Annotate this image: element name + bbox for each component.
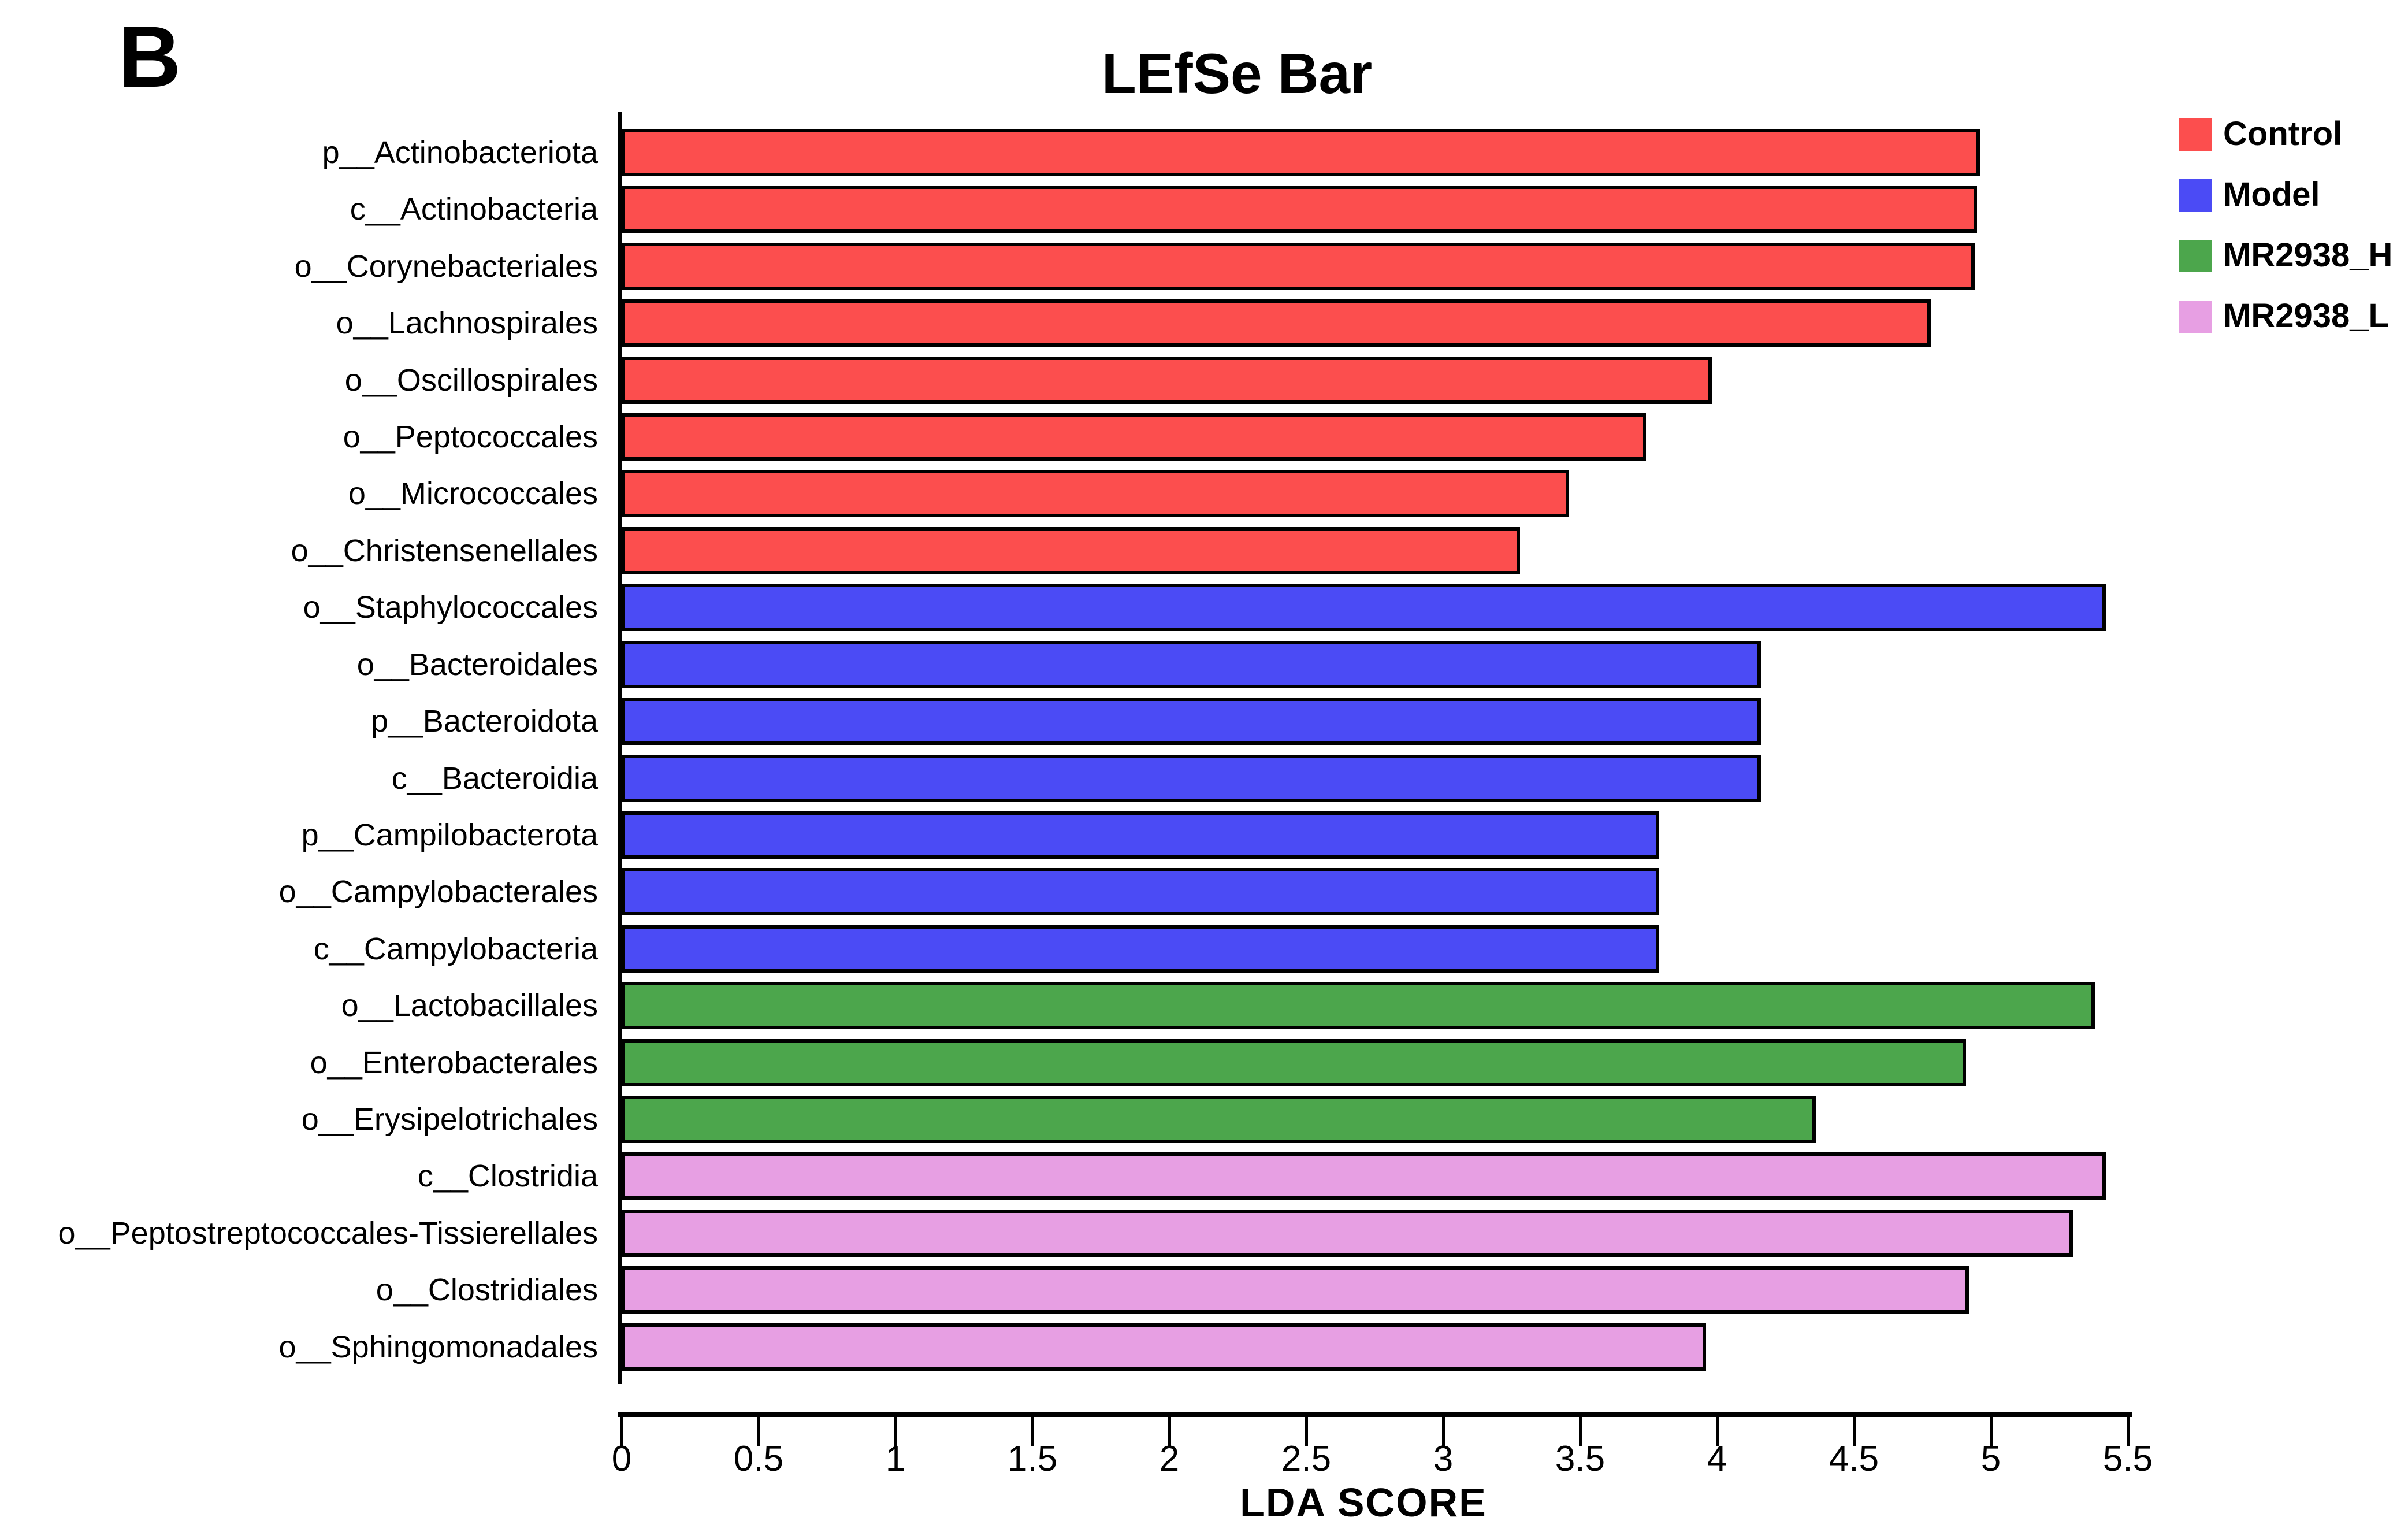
legend-label: Control — [2223, 115, 2343, 153]
bar — [622, 698, 1761, 745]
category-label: p__Campilobacterota — [301, 818, 598, 852]
category-label: o__Sphingomonadales — [278, 1330, 598, 1364]
category-label: o__Lactobacillales — [341, 988, 598, 1023]
bar — [622, 299, 1931, 347]
category-label: o__Peptococcales — [343, 420, 598, 454]
bar — [622, 1152, 2106, 1200]
x-tick — [1716, 1417, 1719, 1446]
bar — [622, 243, 1975, 290]
category-label: o__Peptostreptococcales-Tissierellales — [58, 1216, 598, 1251]
x-tick — [2127, 1417, 2130, 1446]
bar — [622, 982, 2095, 1029]
y-axis-line — [618, 112, 622, 1384]
category-label: o__Staphylococcales — [303, 590, 598, 625]
bar — [622, 413, 1646, 461]
category-label: o__Oscillospirales — [344, 363, 598, 398]
bar — [622, 357, 1712, 404]
category-label: o__Clostridiales — [376, 1273, 598, 1307]
x-tick-label: 3 — [1433, 1439, 1454, 1479]
bar — [622, 1210, 2073, 1257]
legend-swatch — [2179, 179, 2212, 212]
legend-label: MR2938_H — [2223, 236, 2393, 274]
x-tick — [757, 1417, 760, 1446]
x-tick-label: 1 — [885, 1439, 906, 1479]
x-tick-label: 3.5 — [1555, 1439, 1606, 1479]
x-tick — [1168, 1417, 1171, 1446]
legend-swatch — [2179, 118, 2212, 151]
bar — [622, 186, 1977, 233]
x-tick — [1442, 1417, 1445, 1446]
category-label: o__Enterobacterales — [310, 1045, 598, 1080]
x-tick-label: 0.5 — [733, 1439, 784, 1479]
bar — [622, 811, 1659, 859]
category-label: o__Lachnospirales — [336, 306, 598, 340]
category-label: c__Bacteroidia — [391, 761, 598, 796]
bar — [622, 584, 2106, 631]
x-tick-label: 5.5 — [2102, 1439, 2153, 1479]
bar — [622, 868, 1659, 915]
category-label: o__Bacteroidales — [356, 647, 598, 682]
bar — [622, 527, 1520, 574]
x-tick-label: 2.5 — [1281, 1439, 1332, 1479]
panel-label: B — [118, 8, 181, 105]
x-tick-label: 2 — [1159, 1439, 1180, 1479]
category-label: o__Christensenellales — [291, 533, 598, 568]
x-tick-label: 0 — [611, 1439, 632, 1479]
category-label: o__Micrococcales — [348, 476, 598, 511]
category-label: o__Erysipelotrichales — [301, 1102, 598, 1137]
x-tick — [620, 1417, 623, 1446]
x-tick-label: 1.5 — [1007, 1439, 1058, 1479]
x-tick — [1579, 1417, 1582, 1446]
category-label: c__Campylobacteria — [313, 932, 598, 966]
x-tick-label: 4 — [1707, 1439, 1727, 1479]
bar — [622, 641, 1761, 688]
x-tick-label: 5 — [1980, 1439, 2001, 1479]
category-label: p__Actinobacteriota — [322, 135, 598, 170]
bar — [622, 1323, 1706, 1371]
bar — [622, 129, 1980, 176]
x-axis-title: LDA SCORE — [1240, 1480, 1487, 1525]
x-tick-label: 4.5 — [1829, 1439, 1879, 1479]
category-label: c__Clostridia — [417, 1159, 598, 1193]
category-label: p__Bacteroidota — [370, 704, 598, 739]
bar — [622, 1039, 1966, 1086]
x-tick — [1031, 1417, 1034, 1446]
x-tick — [1305, 1417, 1308, 1446]
bar — [622, 755, 1761, 802]
bar — [622, 1096, 1816, 1143]
bar — [622, 925, 1659, 973]
legend-label: Model — [2223, 176, 2320, 213]
category-label: o__Campylobacterales — [278, 874, 598, 909]
x-tick — [1990, 1417, 1993, 1446]
x-axis-line — [618, 1412, 2132, 1417]
x-tick — [894, 1417, 897, 1446]
legend-swatch — [2179, 301, 2212, 333]
x-tick — [1853, 1417, 1856, 1446]
chart-title: LEfSe Bar — [1101, 42, 1373, 105]
legend-label: MR2938_L — [2223, 297, 2389, 335]
bar — [622, 470, 1569, 517]
bar — [622, 1266, 1969, 1314]
legend-swatch — [2179, 240, 2212, 272]
category-label: o__Corynebacteriales — [294, 249, 598, 284]
category-label: c__Actinobacteria — [350, 192, 598, 227]
